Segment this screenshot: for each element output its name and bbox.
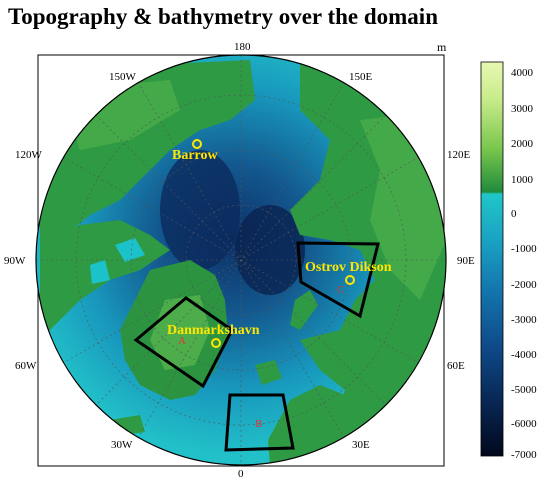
lon-label-150e: 150E (349, 71, 373, 83)
colorbar-tick: -3000 (511, 314, 537, 326)
dikson-marker (345, 275, 355, 285)
colorbar-tick: -6000 (511, 418, 537, 430)
region-label-c: C (337, 284, 345, 296)
station-label-danmarkshavn: Danmarkshavn (167, 323, 260, 338)
region-label-a: A (178, 335, 186, 347)
lon-label-120w: 120W (15, 149, 42, 161)
station-label-barrow: Barrow (172, 148, 218, 163)
colorbar-tick: 0 (511, 208, 517, 220)
region-a-box (133, 296, 234, 389)
colorbar-tick: 1000 (511, 174, 533, 186)
region-c-box (296, 241, 380, 319)
region-label-b: B (255, 418, 263, 430)
map-title: Topography & bathymetry over the domain (8, 4, 438, 29)
graticule (36, 55, 446, 465)
lon-label-150w: 150W (109, 71, 136, 83)
colorbar (480, 61, 504, 457)
lon-label-180: 180 (234, 41, 251, 53)
unit-label: m (437, 40, 447, 54)
region-b-box (224, 393, 295, 452)
lon-label-90e: 90E (457, 255, 475, 267)
station-label-dikson: Ostrov Dikson (305, 260, 392, 275)
colorbar-tick: -2000 (511, 279, 537, 291)
colorbar-tick: 4000 (511, 67, 533, 79)
colorbar-tick: 3000 (511, 103, 533, 115)
lon-label-60e: 60E (447, 360, 465, 372)
colorbar-tick: -5000 (511, 384, 537, 396)
lon-label-90w: 90W (4, 255, 26, 267)
lon-label-60w: 60W (15, 360, 37, 372)
map-boundary (35, 54, 447, 466)
lon-label-120e: 120E (447, 149, 471, 161)
barrow-marker (192, 139, 202, 149)
colorbar-tick: -7000 (511, 449, 537, 461)
colorbar-tick: -1000 (511, 243, 537, 255)
colorbar-tick: 2000 (511, 138, 533, 150)
region-boxes (133, 241, 380, 452)
danmarkshavn-marker (211, 338, 221, 348)
station-markers (192, 139, 355, 348)
lon-label-30e: 30E (352, 439, 370, 451)
lon-label-30w: 30W (111, 439, 133, 451)
lon-label-0: 0 (238, 468, 244, 480)
colorbar-tick: -4000 (511, 349, 537, 361)
